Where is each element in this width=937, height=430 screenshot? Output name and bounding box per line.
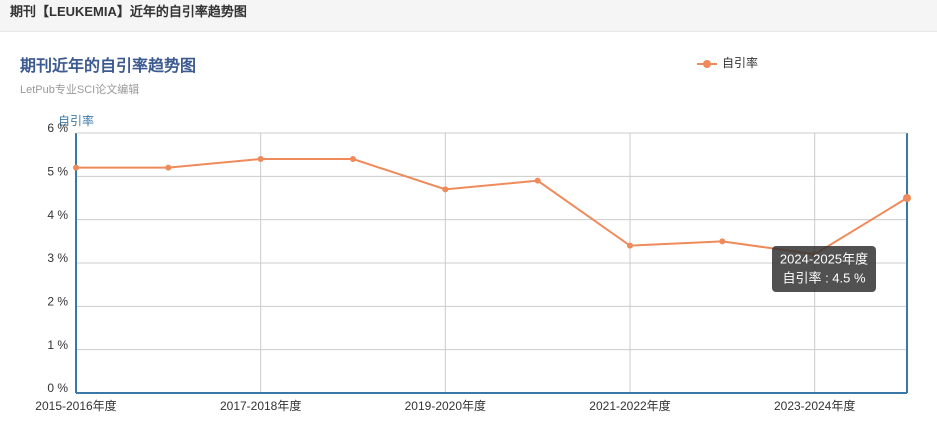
point [627, 242, 633, 249]
legend-marker [703, 60, 711, 68]
y-tick-label: 4 % [47, 208, 68, 222]
point [165, 164, 172, 171]
y-tick-label: 2 % [47, 295, 68, 309]
point [903, 194, 911, 202]
line [76, 158, 908, 256]
x-tick-label: 2019-2020年度 [405, 398, 486, 413]
x-tick-label: 2023-2024年度 [774, 398, 855, 413]
point [442, 186, 449, 193]
page-header: 期刊【LEUKEMIA】近年的自引率趋势图 [0, 0, 937, 32]
point [719, 238, 726, 245]
y-tick-label: 1 % [47, 338, 68, 352]
y-axis-label: 自引率 [58, 113, 94, 128]
y-tick-label: 6 % [47, 121, 68, 135]
y-tick-label: 0 % [47, 381, 68, 395]
x-tick-label: 2021-2022年度 [589, 398, 670, 413]
tooltip [772, 246, 876, 292]
y-tick-label: 5 % [47, 165, 68, 179]
chart-subtitle: LetPub专业SCI论文编辑 [20, 82, 139, 96]
x-tick-label: 2015-2016年度 [35, 398, 116, 413]
chart-title: 期刊近年的自引率趋势图 [20, 56, 196, 75]
y-tick-label: 3 % [47, 251, 68, 265]
point [73, 164, 79, 171]
tooltip-label: 自引率 : 4.5 % [782, 270, 866, 285]
tooltip-title: 2024-2025年度 [780, 251, 868, 266]
x-tick-label: 2017-2018年度 [220, 398, 301, 413]
point [350, 156, 356, 162]
point [534, 177, 541, 184]
legend-label: 自引率 [722, 55, 758, 70]
point [257, 156, 264, 162]
